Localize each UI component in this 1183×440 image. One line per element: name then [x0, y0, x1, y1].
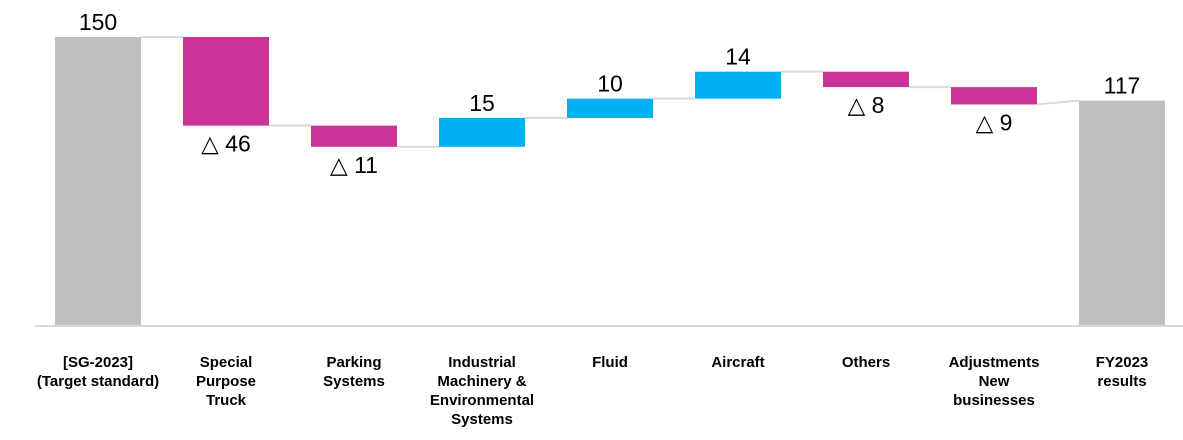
- category-label: Others: [842, 354, 890, 371]
- bar-2: [311, 125, 397, 147]
- value-label: △ 11: [330, 152, 378, 178]
- value-label: △ 46: [201, 131, 251, 157]
- bar-1: [183, 37, 269, 126]
- bar-6: [823, 71, 909, 88]
- connector-line: [1036, 99, 1080, 106]
- bars: [55, 37, 1165, 326]
- bar-5: [695, 71, 781, 99]
- value-label: 117: [1104, 73, 1141, 99]
- value-label: 14: [725, 44, 751, 70]
- value-label: 10: [597, 71, 623, 97]
- category-label: Adjustments New businesses: [949, 354, 1040, 409]
- value-label: △ 9: [976, 109, 1013, 135]
- value-label: 15: [469, 90, 495, 116]
- value-labels: 150 △ 46 △ 11 15 10 14 △ 8 △ 9 117: [79, 9, 1141, 178]
- value-label: △ 8: [848, 92, 885, 118]
- category-label: Fluid: [592, 354, 628, 371]
- value-label: 150: [79, 9, 117, 35]
- bar-8: [1079, 100, 1165, 326]
- bar-4: [567, 98, 653, 118]
- category-label: Special Purpose Truck: [196, 354, 256, 409]
- connector-lines: [141, 36, 1080, 148]
- category-label: FY2023 results: [1096, 354, 1149, 390]
- category-label: Aircraft: [711, 354, 764, 371]
- bar-3: [439, 117, 525, 147]
- category-label: Parking Systems: [323, 354, 385, 390]
- category-labels: [SG-2023] (Target standard) Special Purpose…: [37, 354, 1148, 428]
- category-label: [SG-2023] (Target standard): [37, 354, 159, 390]
- bar-0: [55, 37, 141, 326]
- category-label: Industrial Machinery & Environmental System…: [430, 354, 534, 428]
- bar-7: [951, 87, 1037, 105]
